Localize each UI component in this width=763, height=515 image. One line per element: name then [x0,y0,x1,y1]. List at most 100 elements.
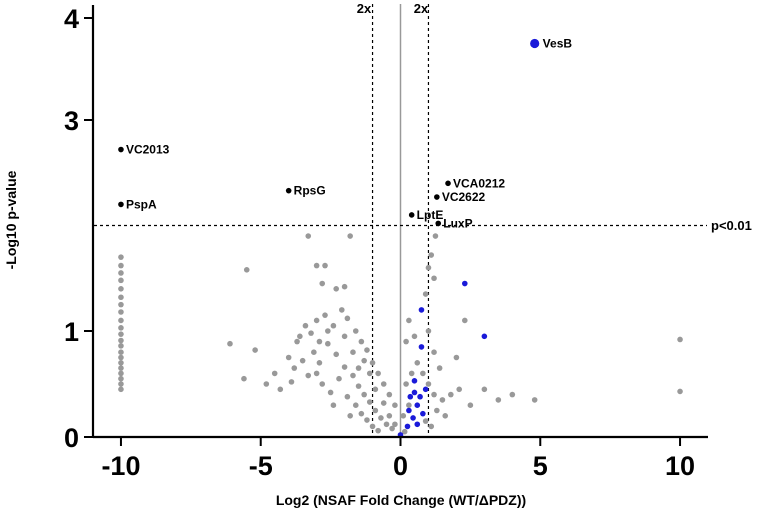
background-point [118,337,124,344]
background-point [355,383,362,389]
background-point [352,328,359,334]
background-point [118,254,124,260]
fold-right-label: 2x [414,1,429,16]
x-tick-label: -10 [101,451,140,481]
background-point [313,370,320,377]
background-point [344,315,351,322]
labeled-point-pspa [118,201,124,208]
background-point [380,381,387,387]
labeled-point-vc2622 [434,194,440,200]
background-point [436,365,443,371]
background-point [241,375,247,382]
background-point [383,421,390,428]
background-point [118,286,124,292]
background-point [677,336,683,343]
background-point [432,233,439,239]
background-point [350,372,356,379]
background-point [386,391,393,398]
background-point [277,386,284,393]
y-axis-title: -Log10 p-value [3,170,19,269]
background-point [333,286,340,292]
background-point [344,393,351,400]
background-point [305,233,312,239]
background-point [425,328,432,334]
y-ticks: 0 1 3 4 [64,4,93,453]
highlight-point [461,280,468,287]
background-point [308,330,314,336]
background-point [336,375,342,382]
background-point [495,397,502,403]
background-point [442,413,449,419]
background-point [297,333,303,340]
point-label-vesb: VesB [543,37,573,51]
x-tick-label: 5 [533,451,548,481]
background-point [375,370,381,377]
background-point [401,428,408,435]
highlight-point [411,389,418,396]
background-point [313,262,320,269]
background-point [319,280,326,287]
labeled-point-vca0212 [445,180,451,187]
background-point [243,267,250,273]
point-label-pspa: PspA [126,197,157,211]
fold-left-label: 2x [357,1,372,16]
background-point [313,317,320,324]
background-point [118,301,124,308]
highlight-point [414,402,421,409]
background-point [330,402,337,409]
highlight-point [417,393,423,400]
background-point [428,252,435,258]
x-axis-title: Log2 (NSAF Fold Change (WT/ΔPDZ)) [276,492,526,508]
background-point [369,360,376,366]
labeled-point-lpte [408,212,415,218]
background-point [366,399,373,405]
background-point [439,397,446,403]
y-tick-label: 3 [64,106,79,136]
background-point [118,375,124,382]
background-point [118,386,124,393]
background-point [118,360,124,366]
background-point [380,400,387,406]
background-point [361,391,367,398]
highlight-point [481,333,488,340]
background-point [319,381,326,387]
background-point [448,391,454,398]
background-point [118,325,124,331]
x-tick-label: -5 [249,451,273,481]
background-point [118,270,124,276]
background-point [414,360,421,366]
y-tick-label: 4 [64,4,79,34]
highlight-point [411,378,418,384]
labeled-point-vc2013 [118,146,124,153]
highlight-point [418,344,425,350]
background-point [294,338,300,345]
background-point [299,357,306,364]
background-point [118,343,124,349]
background-point [403,381,409,387]
point-label-lpte: LptE [417,208,444,222]
point-label-vc2622: VC2622 [442,190,486,204]
background-point [302,322,309,329]
background-point [406,402,412,409]
background-point [227,340,233,347]
background-point [358,410,365,417]
background-point [352,402,359,409]
background-point [118,331,124,337]
background-point [118,294,124,301]
y-tick-label: 0 [64,423,79,453]
highlight-point [407,393,414,400]
point-label-rpsg: RpsG [294,184,326,198]
background-point [425,381,432,387]
highlight-point [410,415,416,421]
highlight-point [414,421,421,428]
background-point [408,370,415,377]
background-point [389,425,395,432]
background-point [467,402,474,409]
background-point [378,415,384,421]
background-point [118,309,124,315]
background-point [369,423,376,430]
labeled-point-luxp [435,220,442,227]
significance-label: p<0.01 [711,218,752,233]
